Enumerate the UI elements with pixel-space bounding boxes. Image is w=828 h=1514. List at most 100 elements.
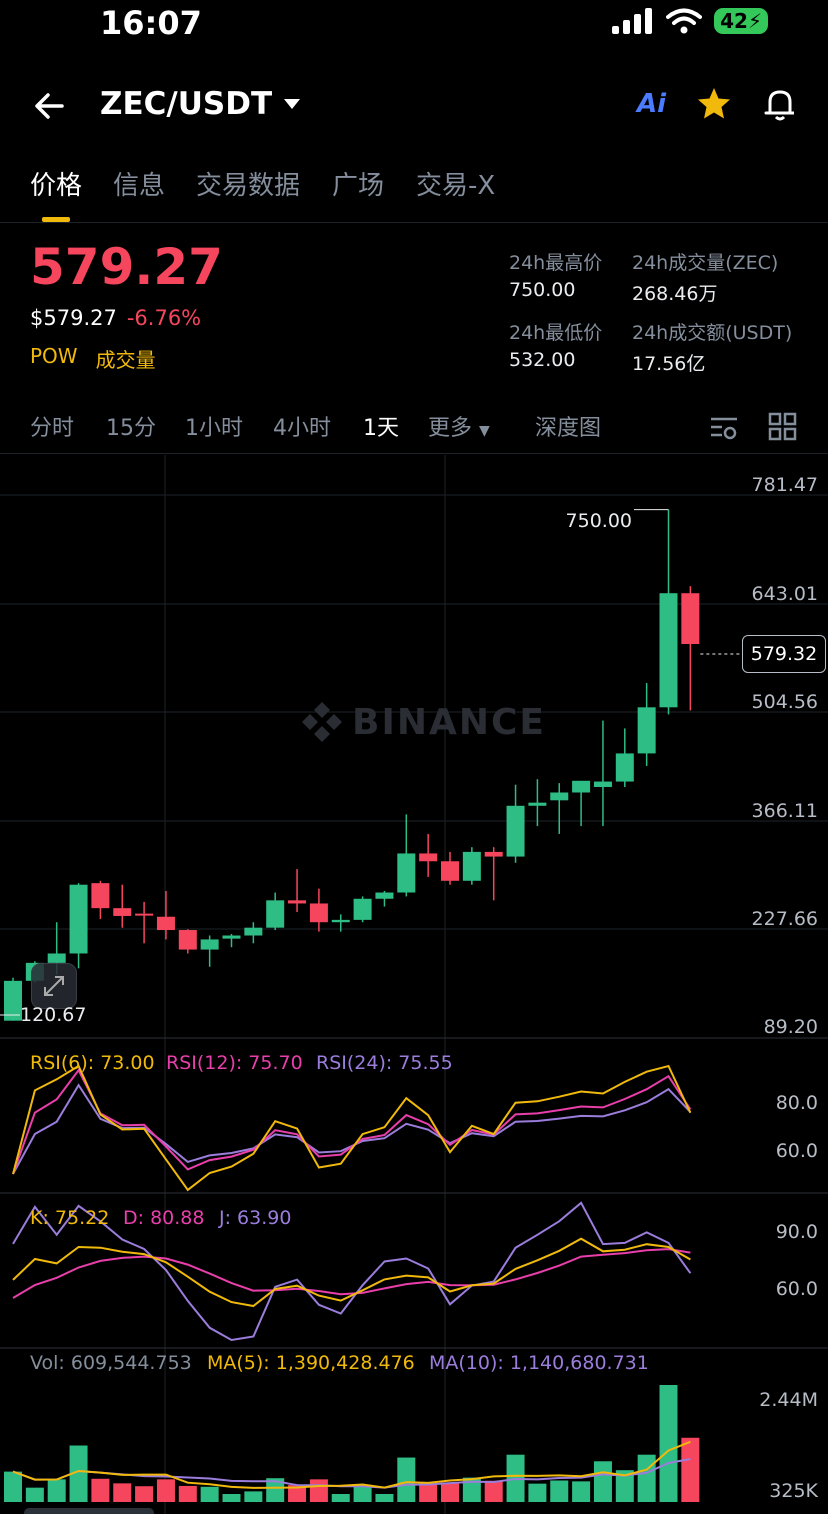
interval-depth[interactable]: 深度图 — [535, 416, 602, 441]
stat-value: 17.56亿 — [632, 353, 706, 375]
tag-pow[interactable]: POW — [30, 344, 78, 368]
chart-settings-icon[interactable] — [708, 412, 740, 444]
stat-24h-amount: 24h成交额(USDT) 17.56亿 — [632, 318, 792, 376]
candle-body — [550, 792, 569, 801]
candle-body — [528, 802, 547, 806]
candle-body — [441, 861, 459, 881]
kdj-k-label: K: 75.22 — [30, 1207, 110, 1229]
volume-bar — [244, 1491, 263, 1502]
kdj-tick: 60.0 — [775, 1278, 818, 1300]
pair-selector[interactable]: ZEC/USDT — [100, 86, 302, 122]
volume-bar — [156, 1479, 175, 1502]
tab-trade-data[interactable]: 交易数据 — [196, 171, 301, 201]
min-price-label: 120.67 — [20, 1004, 87, 1026]
y-axis-label: 781.47 — [751, 474, 818, 496]
volume-bar — [288, 1485, 307, 1502]
expand-chart-button[interactable] — [31, 963, 77, 1009]
rsi6-line — [12, 1064, 692, 1192]
vol-tick: 2.44M — [759, 1389, 818, 1411]
candle-body — [135, 913, 154, 916]
vol-tick: 325K — [769, 1480, 818, 1502]
kline-chart[interactable] — [0, 455, 828, 1514]
interval-bar: 分时 15分 1小时 4小时 1天 更多 ▼ 深度图 — [0, 410, 828, 454]
volume-bar — [4, 1471, 22, 1502]
rsi-tick: 60.0 — [775, 1140, 818, 1162]
candle-body — [309, 903, 328, 923]
price-usd: $579.27 -6.76% — [30, 306, 201, 330]
stat-24h-high: 24h最高价 750.00 — [509, 248, 602, 301]
tab-info[interactable]: 信息 — [113, 171, 166, 201]
stat-label: 24h成交额(USDT) — [632, 322, 793, 344]
volume-bar — [681, 1437, 700, 1502]
battery-indicator: 42⚡ — [714, 8, 768, 34]
candle-body — [615, 753, 634, 782]
more-label: 更多 — [428, 416, 473, 441]
rsi12-line — [12, 1068, 692, 1175]
volume-bar — [484, 1480, 503, 1502]
y-axis-label: 504.56 — [751, 691, 818, 713]
stat-value: 532.00 — [509, 349, 576, 371]
signal-icon — [612, 8, 653, 34]
stat-label: 24h最低价 — [509, 322, 603, 344]
y-axis-label: 89.20 — [763, 1016, 818, 1038]
current-price-tag: 579.32 — [742, 635, 826, 673]
more-caret-icon: ▼ — [479, 423, 490, 439]
volume-bar — [572, 1481, 591, 1502]
interval-1d[interactable]: 1天 — [363, 416, 399, 441]
candle-body — [572, 780, 591, 793]
price-change: -6.76% — [126, 306, 202, 330]
candle-body — [222, 935, 241, 939]
bell-icon[interactable] — [762, 86, 798, 122]
candle-body — [637, 707, 656, 754]
candle-body — [375, 892, 394, 899]
candles — [4, 509, 700, 1021]
tag-volume[interactable]: 成交量 — [95, 348, 156, 372]
star-icon[interactable] — [696, 86, 732, 122]
volume-bar — [397, 1457, 416, 1502]
volume-bar — [266, 1478, 285, 1502]
grid-layout-icon[interactable] — [768, 412, 798, 442]
candle-body — [659, 593, 678, 708]
volume-bar — [593, 1461, 612, 1502]
volume-bar — [419, 1483, 438, 1502]
status-bar: 16:07 42⚡ — [0, 0, 828, 52]
kdj-d-label: D: 80.88 — [123, 1207, 205, 1229]
volume-bar — [659, 1385, 678, 1502]
kdj-j-label: J: 63.90 — [219, 1207, 292, 1229]
volume-bar — [25, 1487, 44, 1502]
bottom-handle — [24, 1508, 154, 1514]
watermark-text: BINANCE — [352, 701, 546, 743]
stat-value: 268.46万 — [632, 283, 718, 305]
interval-4h[interactable]: 4小时 — [273, 416, 331, 441]
candle-body — [178, 930, 197, 950]
rsi12-label: RSI(12): 75.70 — [166, 1052, 303, 1074]
candle-body — [113, 908, 132, 916]
candle-body — [484, 851, 503, 857]
interval-1h[interactable]: 1小时 — [185, 416, 243, 441]
volume-bar — [637, 1454, 656, 1502]
volume-bar — [135, 1486, 154, 1502]
status-icons: 42⚡ — [612, 8, 768, 34]
ai-icon[interactable]: Ai — [636, 89, 666, 119]
rsi-tick: 80.0 — [775, 1092, 818, 1114]
candle-body — [593, 781, 612, 788]
caret-down-icon — [284, 99, 301, 109]
tab-trade-x[interactable]: 交易-X — [416, 171, 496, 201]
back-arrow-icon[interactable] — [30, 86, 70, 126]
candle-body — [91, 883, 110, 909]
interval-timeline[interactable]: 分时 — [30, 416, 75, 441]
candle-body — [397, 853, 416, 893]
tab-square[interactable]: 广场 — [332, 171, 385, 201]
interval-more[interactable]: 更多 ▼ — [428, 410, 490, 442]
interval-15m[interactable]: 15分 — [106, 416, 156, 441]
binance-watermark: BINANCE — [300, 700, 546, 744]
tab-active-indicator — [42, 217, 70, 222]
last-price: 579.27 — [30, 238, 223, 296]
candle-body — [506, 805, 525, 857]
stat-label: 24h最高价 — [509, 252, 603, 274]
tags: POW 成交量 — [30, 344, 156, 373]
y-axis-label: 643.01 — [751, 583, 818, 605]
tab-price[interactable]: 价格 — [30, 171, 83, 201]
kdj-lines — [12, 1201, 692, 1342]
candle-body — [69, 884, 88, 954]
